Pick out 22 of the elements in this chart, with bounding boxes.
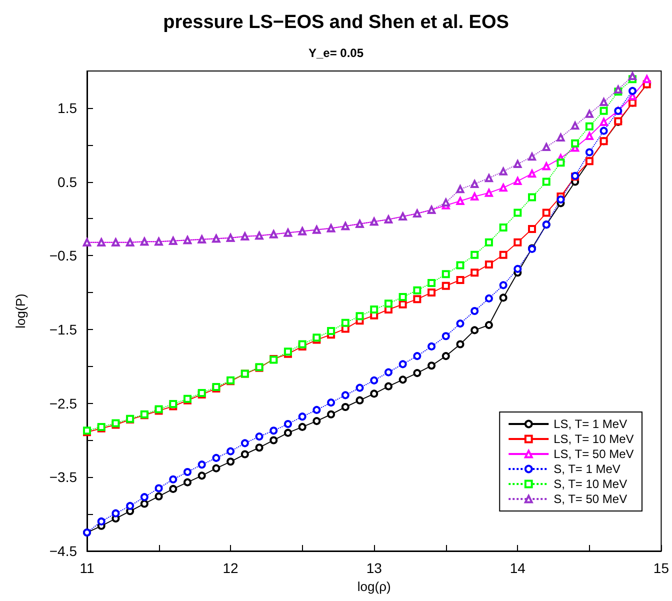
legend-label: S, T= 10 MeV xyxy=(554,477,628,491)
y-tick-label: −3.5 xyxy=(49,469,78,486)
x-tick-label: 13 xyxy=(366,560,382,576)
x-tick-label: 15 xyxy=(653,560,670,576)
y-tick-label: −4.5 xyxy=(49,543,78,559)
x-tick-label: 11 xyxy=(80,560,94,576)
y-tick-label: 0.5 xyxy=(58,174,78,190)
chart-subtitle: Y_e= 0.05 xyxy=(308,46,364,60)
legend-label: S, T= 1 MeV xyxy=(554,462,620,476)
y-axis-title: log(P) xyxy=(13,294,28,328)
y-tick-label: −0.5 xyxy=(49,248,78,264)
x-axis-title: log(ρ) xyxy=(357,578,391,594)
legend-label: LS, T= 50 MeV xyxy=(554,447,634,461)
y-tick-label: 1.5 xyxy=(58,100,78,116)
chart-title: pressure LS−EOS and Shen et al. EOS xyxy=(163,12,509,33)
legend-label: LS, T= 1 MeV xyxy=(554,417,628,431)
y-tick-label: −2.5 xyxy=(49,395,78,412)
legend-label: LS, T= 10 MeV xyxy=(554,432,634,446)
x-tick-label: 14 xyxy=(510,560,526,576)
y-tick-label: −1.5 xyxy=(49,321,78,338)
legend-label: S, T= 50 MeV xyxy=(554,492,628,506)
x-tick-label: 12 xyxy=(222,560,239,576)
